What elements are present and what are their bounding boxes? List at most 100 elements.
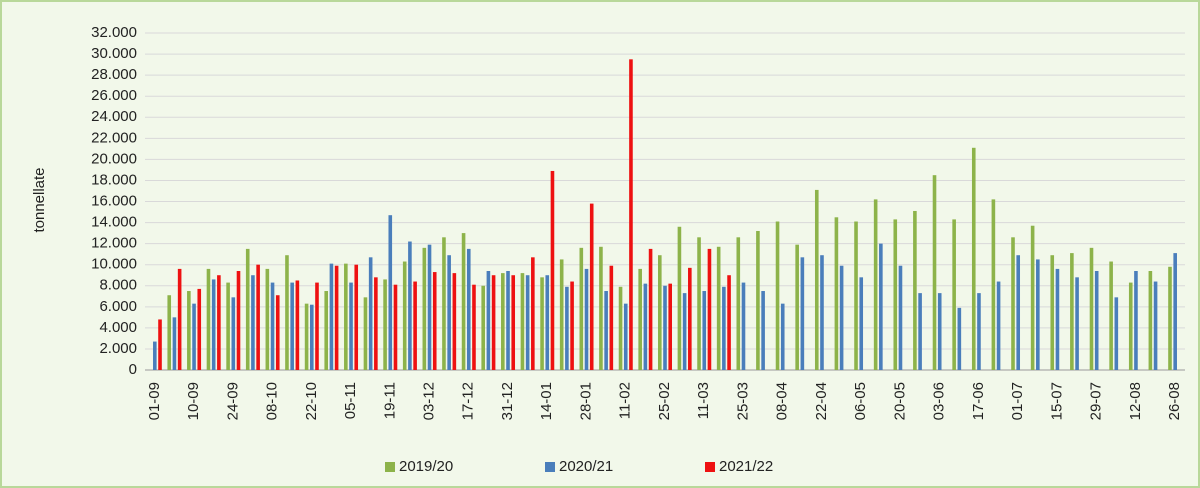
bar (388, 215, 393, 370)
bar (226, 282, 230, 370)
bar (315, 282, 319, 370)
x-tick-label: 10-09 (185, 382, 202, 420)
bar (452, 273, 457, 370)
y-tick-label: 10.000 (91, 256, 137, 273)
bar (559, 259, 564, 370)
bar (422, 247, 427, 370)
bar (349, 282, 353, 370)
legend-swatch (385, 462, 395, 472)
bar (952, 219, 956, 370)
bar (677, 226, 682, 370)
bar (1050, 255, 1055, 370)
bar (413, 281, 417, 370)
y-tick-label: 4.000 (99, 319, 137, 336)
bar (697, 237, 701, 370)
y-tick-label: 32.000 (91, 24, 137, 41)
x-tick-label: 06-05 (852, 382, 869, 420)
bar (682, 293, 687, 370)
bar (520, 273, 525, 370)
x-tick-label: 01-07 (1009, 382, 1026, 420)
bar (859, 277, 864, 370)
y-tick-label: 18.000 (91, 171, 137, 188)
bar (231, 297, 236, 370)
bar (461, 233, 466, 370)
legend-swatch (705, 462, 715, 472)
bar (1128, 282, 1133, 370)
bar (971, 147, 976, 370)
bar (658, 255, 662, 370)
bar (265, 268, 270, 370)
bar (1153, 281, 1158, 370)
bar (727, 275, 731, 370)
bar (295, 280, 300, 370)
legend-label: 2021/22 (719, 458, 773, 475)
y-tick-label: 24.000 (91, 108, 137, 125)
bar (540, 277, 544, 370)
bar (629, 59, 633, 370)
bar (599, 246, 603, 370)
bar (1168, 266, 1172, 370)
bar (1055, 268, 1060, 370)
x-tick-label: 15-07 (1048, 382, 1065, 420)
bar (756, 230, 760, 370)
bar (1016, 255, 1021, 370)
bar (251, 275, 255, 370)
bar (245, 248, 250, 370)
bar (177, 268, 182, 370)
x-tick-label: 08-10 (264, 382, 281, 420)
x-tick-label: 17-06 (970, 382, 987, 420)
bar (1173, 253, 1177, 370)
bar (814, 189, 819, 370)
bar (374, 277, 378, 370)
bar (648, 248, 653, 370)
y-tick-label: 14.000 (91, 214, 137, 231)
x-tick-label: 22-04 (813, 382, 830, 420)
bar (604, 291, 608, 370)
bar (638, 268, 642, 370)
x-tick-label: 25-02 (656, 382, 673, 420)
y-tick-label: 16.000 (91, 192, 137, 209)
bar (722, 286, 726, 370)
bar (913, 210, 917, 370)
y-tick-label: 26.000 (91, 87, 137, 104)
bar (589, 203, 594, 370)
bar (932, 175, 937, 370)
legend-label: 2020/21 (559, 458, 613, 475)
x-tick-label: 14-01 (538, 382, 555, 420)
bar (285, 255, 289, 370)
x-tick-label: 03-12 (420, 382, 437, 420)
x-tick-label: 19-11 (381, 382, 398, 419)
bar (977, 293, 981, 370)
bar (918, 293, 922, 370)
bar (153, 341, 157, 370)
bar (211, 279, 216, 370)
bar (354, 264, 359, 370)
y-axis-label: tonnellate (31, 167, 48, 232)
x-tick-label: 20-05 (891, 382, 908, 420)
bar (1148, 271, 1153, 370)
bar (531, 257, 535, 370)
bar (402, 261, 407, 370)
bar (206, 268, 211, 370)
bar (820, 255, 824, 370)
y-tick-label: 6.000 (99, 298, 137, 315)
bar (854, 221, 858, 370)
bar (761, 291, 765, 370)
x-tick-label: 05-11 (342, 382, 359, 419)
bar (1036, 259, 1040, 370)
bar (275, 295, 280, 370)
legend-label: 2019/20 (399, 458, 453, 475)
bar (486, 271, 491, 370)
bar (427, 244, 432, 370)
y-tick-label: 20.000 (91, 150, 137, 167)
bar (167, 295, 172, 370)
bar (158, 319, 162, 370)
bar (304, 303, 309, 370)
x-tick-label: 11-02 (617, 382, 634, 419)
bar (506, 271, 510, 370)
bar (834, 217, 839, 370)
bar (481, 285, 485, 370)
bar (716, 246, 721, 370)
bar (893, 219, 898, 370)
bar (383, 279, 387, 370)
